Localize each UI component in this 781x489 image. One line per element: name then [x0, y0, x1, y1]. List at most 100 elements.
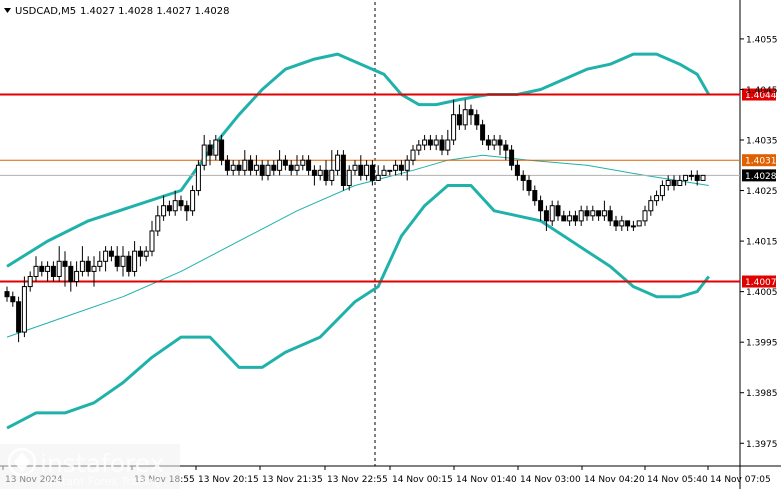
candle-body — [166, 205, 172, 212]
dropdown-triangle-icon[interactable] — [4, 8, 11, 13]
candle — [317, 165, 323, 181]
candle — [572, 210, 578, 226]
candle-body — [161, 205, 167, 217]
candle — [120, 246, 126, 277]
candle — [230, 160, 236, 176]
candle — [33, 256, 39, 282]
candle — [201, 134, 207, 171]
candle-body — [178, 200, 184, 207]
candle — [369, 160, 375, 186]
candle-body — [4, 291, 10, 298]
candle-body — [288, 164, 294, 171]
candle-body — [427, 139, 433, 146]
candle-body — [485, 139, 491, 146]
candle-body — [149, 230, 155, 252]
candle — [282, 155, 288, 171]
candle-body — [578, 210, 584, 222]
y-tick-label: 1.4055 — [746, 35, 778, 45]
candle-body — [648, 200, 654, 212]
candle-body — [21, 286, 27, 333]
candle — [21, 276, 27, 338]
candle — [410, 145, 416, 166]
candle — [219, 134, 225, 166]
candle — [45, 261, 51, 282]
candle-body — [677, 179, 683, 186]
candle-body — [694, 174, 700, 181]
candle — [335, 150, 341, 176]
y-tick-label: 1.4015 — [746, 238, 778, 248]
candle — [439, 134, 445, 156]
candle — [39, 261, 45, 277]
candle-body — [700, 174, 706, 181]
candle — [126, 251, 132, 277]
candle-body — [317, 169, 323, 176]
candle-body — [474, 114, 480, 126]
candle — [97, 251, 103, 272]
candle — [700, 174, 706, 181]
level-label-bg — [742, 154, 776, 167]
candle-body — [369, 164, 375, 181]
candle-body — [671, 179, 677, 186]
candle — [161, 195, 167, 221]
candle — [364, 160, 370, 181]
candle-body — [601, 210, 607, 217]
candle-body — [520, 174, 526, 181]
candle — [427, 134, 433, 151]
level-label: 1.4031 — [745, 157, 777, 167]
y-tick-label: 1.4005 — [746, 288, 778, 298]
candle — [474, 109, 480, 130]
candle — [509, 145, 515, 171]
candle — [311, 165, 317, 186]
candle — [665, 175, 671, 191]
candle — [584, 205, 590, 221]
candle — [468, 104, 474, 125]
candle-body — [503, 144, 509, 151]
candle-body — [491, 139, 497, 146]
candle-body — [532, 190, 538, 202]
candle — [398, 160, 404, 176]
candle-body — [56, 260, 62, 277]
candle — [561, 210, 567, 222]
candle-body — [50, 265, 56, 277]
candle — [416, 140, 422, 156]
candle — [166, 200, 172, 216]
candle-body — [346, 169, 352, 186]
bollinger-upper-band — [6, 52, 711, 268]
candle — [648, 195, 654, 216]
candle-body — [526, 179, 532, 192]
candle — [497, 134, 503, 156]
candle-body — [596, 210, 602, 217]
levels-layer: 1.4044 1.4031 1.4028 1.4007 — [0, 88, 777, 288]
x-tick-label: 14 Nov 00:15 — [392, 475, 453, 485]
candle-body — [572, 215, 578, 222]
candle-body — [27, 275, 33, 288]
candle — [625, 220, 631, 231]
candle — [172, 190, 178, 216]
candle-body — [300, 159, 306, 166]
candle — [503, 140, 509, 161]
candle-body — [311, 169, 317, 176]
candle — [393, 160, 399, 176]
candle-body — [642, 210, 648, 222]
level-label-bg — [742, 88, 776, 101]
candle-body — [103, 250, 109, 262]
candle-body — [352, 164, 358, 171]
candle — [271, 160, 277, 176]
candle-body — [155, 215, 161, 232]
y-tick-label: 1.3985 — [746, 389, 778, 399]
indicator-layer — [6, 52, 711, 430]
candle-body — [340, 154, 346, 186]
candle-body — [108, 250, 114, 257]
candle — [514, 160, 520, 181]
candle — [190, 185, 196, 216]
candle-body — [329, 169, 335, 181]
candle-body — [224, 159, 230, 171]
candle — [236, 160, 242, 176]
candle — [103, 246, 109, 272]
candle — [207, 140, 213, 166]
moving-average-line — [6, 154, 709, 338]
candle-body — [387, 169, 393, 172]
candle-body — [120, 255, 126, 267]
